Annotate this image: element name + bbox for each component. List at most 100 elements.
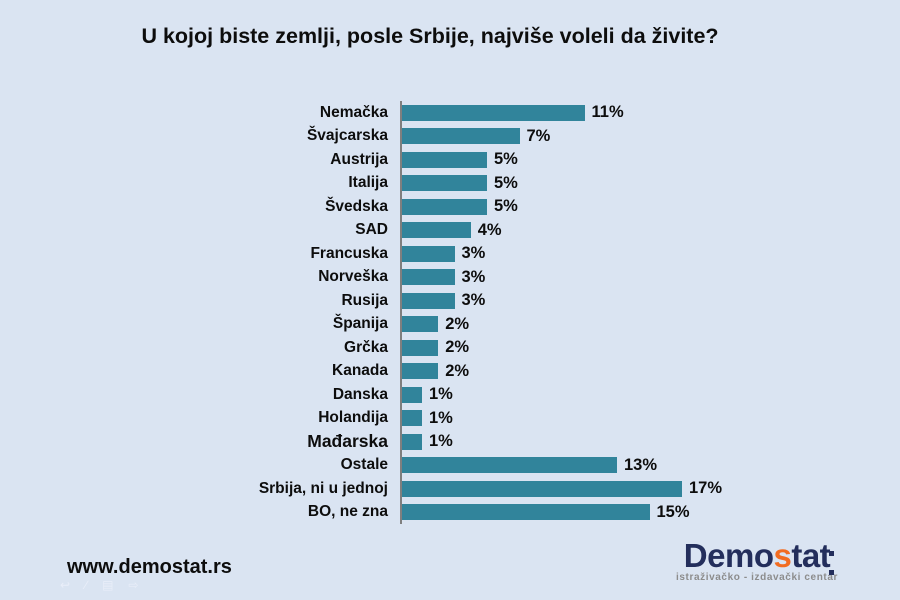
category-label: BO, ne zna (307, 503, 388, 521)
value-label: 1% (429, 408, 453, 427)
bar (402, 292, 455, 309)
bar (402, 128, 520, 145)
logo-wordmark: Demostat (676, 539, 838, 573)
chart-row: SAD 4% (0, 219, 900, 243)
category-label: Mađarska (307, 431, 388, 452)
value-label: 5% (494, 150, 518, 169)
chart-row: Švedska 5% (0, 195, 900, 219)
bar-area: 1% (400, 409, 900, 428)
category-label: Španija (332, 315, 388, 333)
chart-row: Francuska 3% (0, 242, 900, 266)
category-label: Srbija, ni u jednoj (258, 479, 388, 497)
ghost-toolbar: ↩ ∕ ▤ ⇨ (60, 578, 138, 592)
y-axis-line (400, 101, 402, 524)
bar-area: 7% (400, 127, 900, 146)
chart-row: Danska 1% (0, 383, 900, 407)
bar-area: 17% (400, 479, 900, 498)
value-label: 2% (445, 338, 470, 357)
bar-area: 1% (400, 432, 900, 451)
bar (402, 316, 439, 333)
logo-subtitle: istraživačko - izdavački centar (675, 572, 838, 583)
bar-area: 2% (400, 338, 900, 357)
chart-row: Španija 2% (0, 313, 900, 337)
bar-area: 5% (400, 150, 900, 169)
category-label: Danska (332, 385, 388, 403)
chart-row: Rusija 3% (0, 289, 900, 313)
value-label: 11% (591, 103, 624, 122)
bar-area: 4% (400, 221, 900, 240)
bar-area: 3% (400, 244, 900, 263)
chart-row: Kanada 2% (0, 360, 900, 384)
chart-row: Nemačka 11% (0, 101, 900, 125)
bar (402, 269, 455, 286)
chart-row: Holandija 1% (0, 407, 900, 431)
value-label: 13% (624, 455, 658, 474)
category-label: Nemačka (319, 103, 388, 121)
category-label: Kanada (332, 362, 388, 380)
chart-row: Ostale 13% (0, 454, 900, 478)
chart-row: Norveška 3% (0, 266, 900, 290)
chart-row: Austrija 5% (0, 148, 900, 172)
category-label: Norveška (318, 268, 388, 286)
category-label: Austrija (330, 150, 388, 168)
value-label: 7% (526, 126, 551, 145)
logo-part-s: s (773, 537, 792, 574)
chart-row: BO, ne zna 15% (0, 501, 900, 525)
bar (402, 175, 487, 192)
value-label: 3% (461, 267, 486, 286)
value-label: 1% (429, 385, 453, 404)
value-label: 1% (429, 432, 453, 451)
logo-part-demo: Demo (683, 537, 774, 574)
edge-artifact (829, 551, 834, 556)
chart-row: Mađarska 1% (0, 430, 900, 454)
chart-row: Srbija, ni u jednoj 17% (0, 477, 900, 501)
bar-area: 11% (400, 103, 900, 122)
category-label: Ostale (340, 456, 388, 474)
chart-title: U kojoj biste zemlji, posle Srbije, najv… (141, 24, 719, 48)
value-label: 15% (656, 502, 690, 521)
website-url: www.demostat.rs (67, 556, 232, 578)
bar (402, 504, 650, 521)
value-label: 2% (445, 314, 470, 333)
bar (402, 480, 682, 497)
bar-area: 5% (400, 174, 900, 193)
bar (402, 433, 422, 450)
bar (402, 222, 471, 239)
chart-rows: Nemačka 11% Švajcarska 7% Austrija 5% Italija 5… (0, 101, 900, 524)
bar-area: 5% (400, 197, 900, 216)
bar (402, 198, 487, 215)
value-label: 17% (689, 479, 723, 498)
bar-area: 1% (400, 385, 900, 404)
value-label: 5% (494, 197, 518, 216)
undo-arrow-icon: ↩ (60, 578, 71, 592)
category-label: Grčka (344, 338, 388, 356)
logo-part-tat: tat (791, 537, 831, 574)
category-label: Italija (348, 174, 388, 192)
chart-row: Grčka 2% (0, 336, 900, 360)
category-label: Švajcarska (306, 127, 388, 145)
bar-area: 3% (400, 268, 900, 287)
bar (402, 363, 439, 380)
bar-area: 2% (400, 315, 900, 334)
category-label: Švedska (325, 197, 388, 215)
bar (402, 245, 455, 262)
category-label: SAD (355, 221, 388, 239)
value-label: 5% (494, 173, 518, 192)
bar (402, 410, 422, 427)
bar (402, 386, 422, 403)
pen-icon: ∕ (85, 578, 88, 592)
bar-area: 15% (400, 503, 900, 522)
bar-area: 3% (400, 291, 900, 310)
category-label: Holandija (318, 409, 388, 427)
chart-row: Švajcarska 7% (0, 125, 900, 149)
bar (402, 151, 487, 168)
list-icon: ▤ (102, 578, 114, 592)
category-label: Francuska (310, 244, 388, 262)
bar (402, 339, 439, 356)
arrow-right-icon: ⇨ (128, 578, 139, 592)
chart-row: Italija 5% (0, 172, 900, 196)
bar-area: 2% (400, 362, 900, 381)
value-label: 3% (461, 244, 486, 263)
bar (402, 457, 617, 474)
